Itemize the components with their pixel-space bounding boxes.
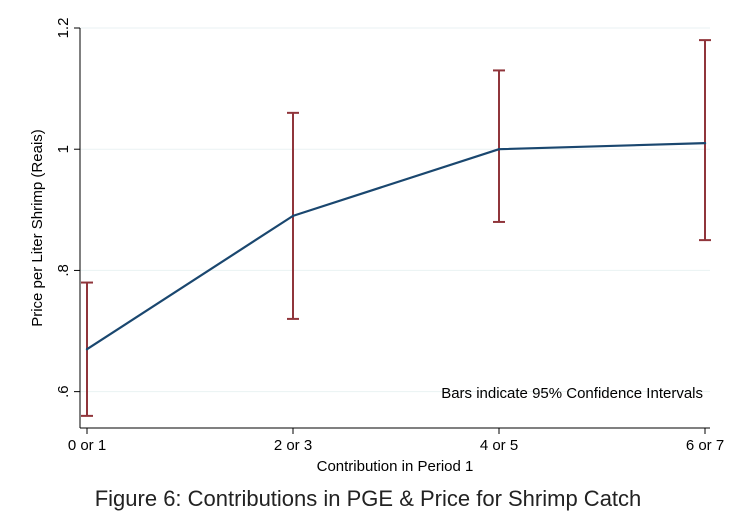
chart-annotation: Bars indicate 95% Confidence Intervals [441, 385, 703, 402]
x-axis-label: Contribution in Period 1 [317, 458, 474, 475]
x-ticks: 0 or 1 2 or 3 4 or 5 6 or 7 [68, 428, 724, 454]
figure-caption: Figure 6: Contributions in PGE & Price f… [94, 486, 642, 511]
ci-bar [493, 69, 505, 223]
data-point [291, 214, 295, 218]
data-point [703, 141, 707, 145]
x-tick-label: 4 or 5 [480, 437, 518, 454]
x-tick-label: 0 or 1 [68, 437, 106, 454]
y-axis-label: Price per Liter Shrimp (Reais) [29, 129, 46, 327]
data-point [497, 148, 501, 151]
series [85, 141, 707, 351]
gridlines [80, 27, 710, 393]
y-ticks: .6 .8 1 1.2 [55, 18, 80, 398]
chart: .6 .8 1 1.2 0 or 1 2 or 3 4 or 5 6 or 7 Price … [29, 18, 724, 475]
y-tick-label: 1.2 [55, 18, 72, 39]
y-tick-label: .8 [55, 264, 72, 277]
x-tick-label: 2 or 3 [274, 437, 312, 454]
x-tick-label: 6 or 7 [686, 437, 724, 454]
data-point [85, 348, 89, 351]
axes [79, 28, 710, 429]
confidence-intervals [81, 39, 711, 417]
series-line [86, 142, 706, 351]
ci-bar [699, 39, 711, 242]
y-tick-label: 1 [55, 145, 72, 153]
y-tick-label: .6 [55, 385, 72, 398]
